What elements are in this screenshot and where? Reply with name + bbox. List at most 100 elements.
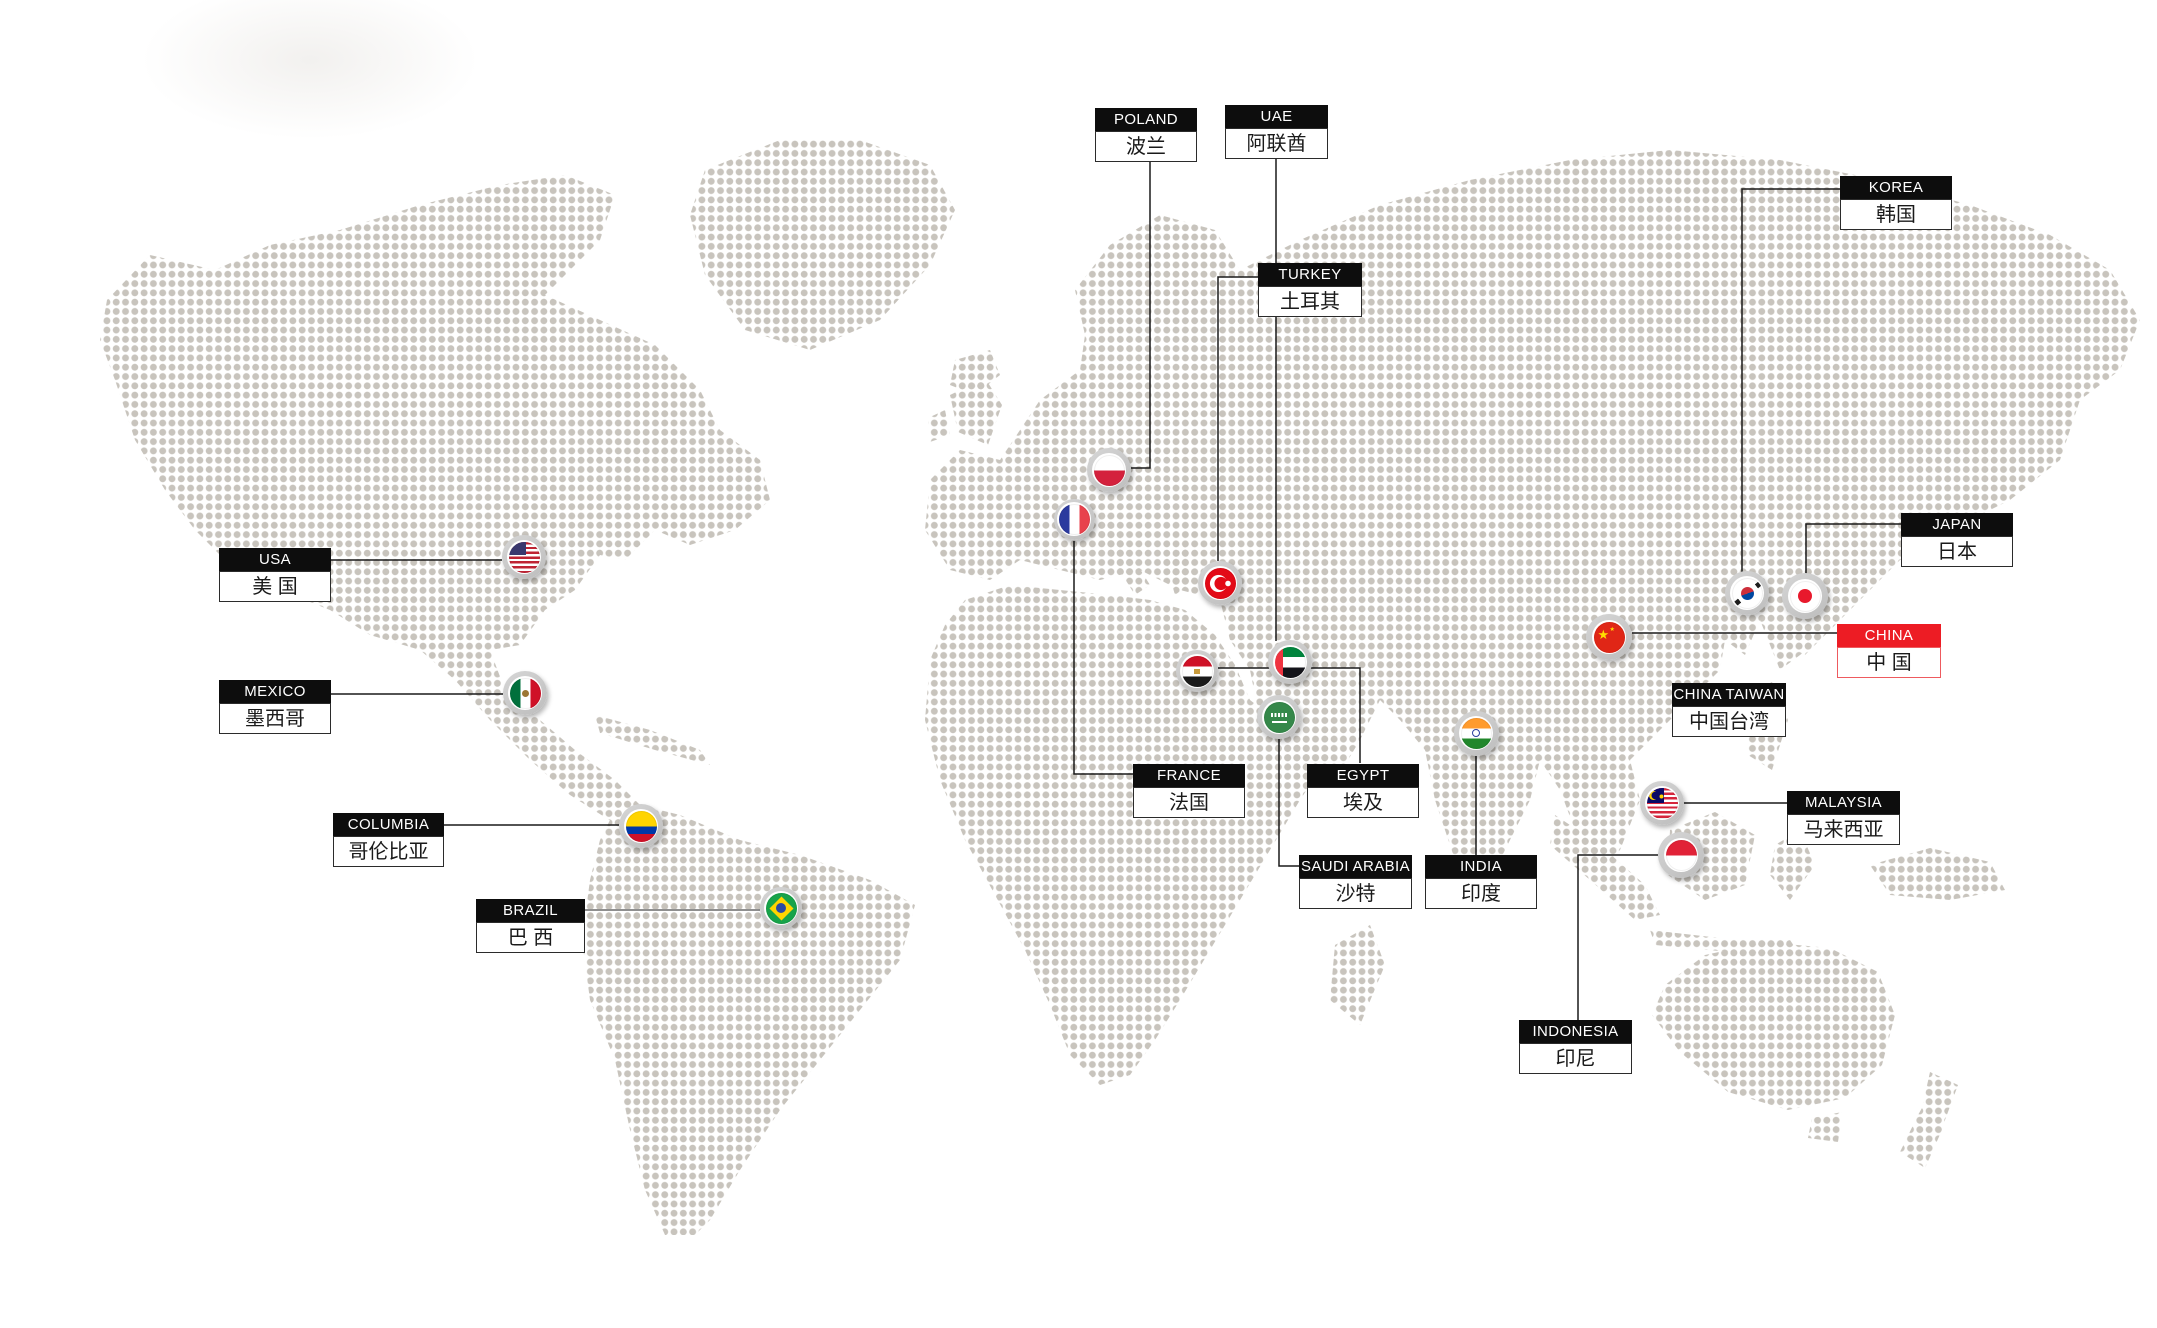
country-label-brazil: BRAZIL 巴 西 <box>476 899 585 953</box>
pin-inner-disc <box>1459 716 1493 750</box>
country-name-zh: 土耳其 <box>1258 286 1362 317</box>
country-label-mexico: MEXICO 墨西哥 <box>219 680 331 734</box>
country-name-en: UAE <box>1225 105 1328 128</box>
usa-flag-icon <box>508 541 540 573</box>
country-label-china: CHINA 中 国 <box>1837 624 1941 678</box>
pin-inner-disc <box>507 540 541 574</box>
flag-pin-mexico <box>503 671 547 715</box>
korea-flag-icon <box>1731 577 1763 609</box>
country-name-zh: 沙特 <box>1299 878 1412 909</box>
country-label-uae: UAE 阿联酋 <box>1225 105 1328 159</box>
flag-pin-egypt <box>1176 650 1218 692</box>
country-label-indonesia: INDONESIA 印尼 <box>1519 1020 1632 1074</box>
country-name-zh: 中国台湾 <box>1672 706 1786 737</box>
country-name-en: CHINA TAIWAN <box>1672 683 1786 706</box>
poland-flag-icon <box>1093 454 1125 486</box>
country-label-turkey: TURKEY 土耳其 <box>1258 263 1362 317</box>
pin-inner-disc <box>1262 700 1296 734</box>
flag-pin-poland <box>1087 448 1131 492</box>
country-name-zh: 韩国 <box>1840 199 1952 230</box>
malaysia-flag-icon <box>1646 787 1678 819</box>
country-label-chinataiwan: CHINA TAIWAN 中国台湾 <box>1672 683 1786 737</box>
india-flag-icon <box>1460 717 1492 749</box>
country-name-en: MALAYSIA <box>1787 791 1900 814</box>
country-name-zh: 巴 西 <box>476 922 585 953</box>
country-label-colombia: COLUMBIA 哥伦比亚 <box>333 813 444 867</box>
flag-pin-china <box>1586 614 1632 660</box>
country-name-zh: 印度 <box>1425 878 1537 909</box>
map-smudge-decoration <box>140 0 480 140</box>
pin-inner-disc <box>764 891 798 925</box>
pin-inner-disc <box>1180 654 1214 688</box>
country-label-france: FRANCE 法国 <box>1133 764 1245 818</box>
mexico-flag-icon <box>509 677 541 709</box>
uae-flag-icon <box>1274 646 1306 678</box>
flag-pin-japan <box>1782 573 1828 619</box>
pin-inner-disc <box>1788 579 1822 613</box>
saudi-flag-icon <box>1263 701 1295 733</box>
pin-inner-disc <box>1273 645 1307 679</box>
country-name-zh: 马来西亚 <box>1787 814 1900 845</box>
country-name-en: TURKEY <box>1258 263 1362 286</box>
country-name-en: USA <box>219 548 331 571</box>
flag-pin-usa <box>502 535 546 579</box>
pin-inner-disc <box>1645 786 1679 820</box>
country-name-en: MEXICO <box>219 680 331 703</box>
country-name-en: CHINA <box>1837 624 1941 647</box>
country-name-zh: 印尼 <box>1519 1043 1632 1074</box>
country-name-zh: 法国 <box>1133 787 1245 818</box>
flag-pin-uae <box>1268 640 1312 684</box>
country-name-en: KOREA <box>1840 176 1952 199</box>
flag-pin-france <box>1053 498 1095 540</box>
indonesia-flag-icon <box>1665 839 1697 871</box>
country-name-zh: 埃及 <box>1307 787 1419 818</box>
flag-pin-india <box>1453 710 1499 756</box>
pin-inner-disc <box>1057 502 1091 536</box>
china-flag-icon <box>1593 621 1625 653</box>
flag-pin-saudi <box>1257 695 1301 739</box>
colombia-flag-icon <box>625 810 657 842</box>
pin-inner-disc <box>1730 576 1764 610</box>
country-name-en: FRANCE <box>1133 764 1245 787</box>
pin-inner-disc <box>1592 620 1626 654</box>
country-name-en: EGYPT <box>1307 764 1419 787</box>
flag-pin-turkey <box>1198 561 1242 605</box>
country-name-en: SAUDI ARABIA <box>1299 855 1412 878</box>
flag-pin-indonesia <box>1658 832 1704 878</box>
pin-inner-disc <box>1664 838 1698 872</box>
country-name-zh: 日本 <box>1901 536 2013 567</box>
flag-pin-brazil <box>760 887 802 929</box>
country-name-en: POLAND <box>1095 108 1197 131</box>
country-name-en: JAPAN <box>1901 513 2013 536</box>
flag-pin-korea <box>1725 571 1769 615</box>
country-label-india: INDIA 印度 <box>1425 855 1537 909</box>
country-label-korea: KOREA 韩国 <box>1840 176 1952 230</box>
country-name-zh: 阿联酋 <box>1225 128 1328 159</box>
egypt-flag-icon <box>1181 655 1213 687</box>
brazil-flag-icon <box>765 892 797 924</box>
country-name-en: INDONESIA <box>1519 1020 1632 1043</box>
pin-inner-disc <box>1092 453 1126 487</box>
pin-inner-disc <box>1203 566 1237 600</box>
country-label-japan: JAPAN 日本 <box>1901 513 2013 567</box>
flag-pin-colombia <box>619 804 663 848</box>
country-label-poland: POLAND 波兰 <box>1095 108 1197 162</box>
flag-pin-malaysia <box>1640 781 1684 825</box>
france-flag-icon <box>1058 503 1090 535</box>
country-name-zh: 中 国 <box>1837 647 1941 678</box>
pin-inner-disc <box>508 676 542 710</box>
country-name-zh: 哥伦比亚 <box>333 836 444 867</box>
country-label-usa: USA 美 国 <box>219 548 331 602</box>
pin-inner-disc <box>624 809 658 843</box>
country-label-egypt: EGYPT 埃及 <box>1307 764 1419 818</box>
country-name-zh: 墨西哥 <box>219 703 331 734</box>
country-label-saudi: SAUDI ARABIA 沙特 <box>1299 855 1412 909</box>
japan-flag-icon <box>1789 580 1821 612</box>
country-name-en: BRAZIL <box>476 899 585 922</box>
country-name-zh: 波兰 <box>1095 131 1197 162</box>
country-name-zh: 美 国 <box>219 571 331 602</box>
country-name-en: INDIA <box>1425 855 1537 878</box>
turkey-flag-icon <box>1204 567 1236 599</box>
